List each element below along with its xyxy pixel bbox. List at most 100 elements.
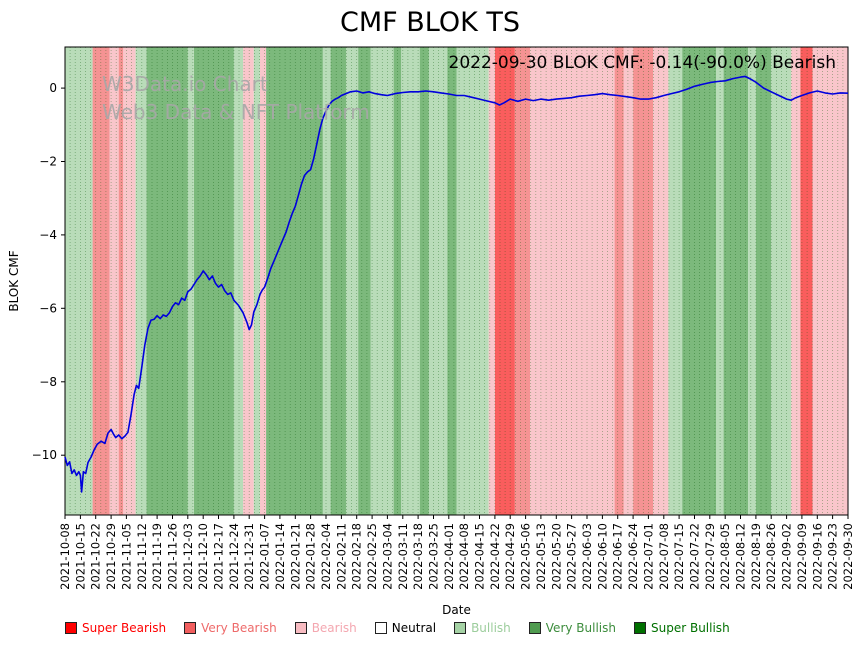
legend-label-very_bullish: Very Bullish — [545, 621, 616, 635]
y-tick-label: −6 — [39, 301, 57, 315]
x-tick-label: 2022-05-13 — [534, 523, 548, 590]
legend-swatch-super_bullish — [634, 622, 646, 634]
sentiment-band-super_bearish — [800, 47, 813, 515]
sentiment-band-bearish — [812, 47, 848, 515]
x-tick-label: 2021-11-26 — [166, 523, 180, 590]
sentiment-band-very_bearish — [92, 47, 110, 515]
x-tick-label: 2021-11-05 — [119, 523, 133, 590]
x-tick-label: 2021-12-24 — [227, 523, 241, 590]
x-tick-label: 2022-07-22 — [688, 523, 702, 590]
x-tick-label: 2022-09-23 — [826, 523, 840, 590]
legend-swatch-very_bearish — [184, 622, 197, 634]
x-tick-label: 2022-02-04 — [319, 523, 333, 590]
sentiment-band-bearish — [791, 47, 801, 515]
x-axis-label: Date — [442, 603, 471, 617]
sentiment-band-very_bearish — [614, 47, 624, 515]
x-tick-label: 2022-09-09 — [795, 523, 809, 590]
sentiment-band-very_bearish — [514, 47, 531, 515]
sentiment-band-very_bullish — [723, 47, 749, 515]
sentiment-band-bearish — [260, 47, 267, 515]
x-tick-label: 2022-02-11 — [334, 523, 348, 590]
sentiment-band-bearish — [123, 47, 136, 515]
legend: Super Bearish Very Bearish Bearish Neutral B… — [65, 621, 730, 635]
legend-item-bullish: Bullish — [454, 621, 511, 635]
legend-item-super_bearish: Super Bearish — [65, 621, 166, 635]
y-tick-label: −10 — [32, 448, 57, 462]
x-tick-label: 2022-01-21 — [288, 523, 302, 590]
sentiment-band-bullish — [456, 47, 489, 515]
sentiment-band-bullish — [346, 47, 359, 515]
sentiment-band-bearish — [109, 47, 119, 515]
x-tick-label: 2022-03-18 — [411, 523, 425, 590]
sentiment-band-bearish — [488, 47, 495, 515]
sentiment-band-bullish — [322, 47, 331, 515]
y-axis-label: BLOK CMF — [7, 250, 21, 312]
x-tick-label: 2022-06-17 — [611, 523, 625, 590]
legend-swatch-bearish — [294, 622, 307, 634]
x-tick-label: 2022-01-07 — [258, 523, 272, 590]
sentiment-band-bullish — [233, 47, 244, 515]
sentiment-band-bullish — [716, 47, 724, 515]
sentiment-band-bullish — [401, 47, 420, 515]
x-tick-label: 2022-01-28 — [304, 523, 318, 590]
x-tick-label: 2022-01-14 — [273, 523, 287, 590]
sentiment-band-bearish — [530, 47, 615, 515]
y-tick-label: −8 — [39, 375, 57, 389]
x-tick-label: 2022-07-29 — [703, 523, 717, 590]
legend-label-super_bearish: Super Bearish — [82, 621, 167, 635]
y-tick-label: 0 — [49, 81, 57, 95]
legend-label-super_bullish: Super Bullish — [651, 621, 730, 635]
legend-item-neutral: Neutral — [374, 621, 436, 635]
x-tick-label: 2022-05-20 — [549, 523, 563, 590]
sentiment-band-very_bullish — [447, 47, 457, 515]
x-tick-label: 2021-12-31 — [242, 523, 256, 590]
x-tick-label: 2022-04-01 — [442, 523, 456, 590]
x-tick-label: 2022-08-12 — [734, 523, 748, 590]
sentiment-band-very_bullish — [146, 47, 188, 515]
legend-label-bearish: Bearish — [311, 621, 357, 635]
x-tick-label: 2022-06-03 — [580, 523, 594, 590]
chart-title: CMF BLOK TS — [339, 7, 521, 38]
x-tick-label: 2021-10-15 — [73, 523, 87, 590]
legend-item-super_bullish: Super Bullish — [634, 621, 730, 635]
sentiment-band-bearish — [243, 47, 254, 515]
x-tick-label: 2022-04-15 — [473, 523, 487, 590]
sentiment-band-bullish — [65, 47, 93, 515]
sentiment-band-bullish — [135, 47, 147, 515]
x-tick-label: 2022-06-10 — [595, 523, 609, 590]
y-tick-label: −4 — [39, 228, 57, 242]
legend-swatch-bullish — [454, 622, 467, 634]
sentiment-band-very_bearish — [118, 47, 124, 515]
legend-swatch-neutral — [374, 622, 387, 634]
legend-swatch-super_bearish — [65, 622, 77, 634]
sentiment-band-bullish — [253, 47, 260, 515]
sentiment-band-very_bullish — [393, 47, 402, 515]
legend-label-bullish: Bullish — [471, 621, 511, 635]
x-tick-label: 2022-06-24 — [626, 523, 640, 590]
sentiment-band-super_bearish — [494, 47, 515, 515]
x-tick-label: 2022-09-02 — [780, 523, 794, 590]
x-tick-label: 2022-07-01 — [641, 523, 655, 590]
x-tick-label: 2022-08-05 — [718, 523, 732, 590]
sentiment-band-very_bullish — [266, 47, 323, 515]
x-tick-label: 2022-02-18 — [350, 523, 364, 590]
x-tick-label: 2021-11-12 — [135, 523, 149, 590]
sentiment-band-bearish — [653, 47, 669, 515]
x-tick-label: 2021-12-10 — [196, 523, 210, 590]
legend-label-very_bearish: Very Bearish — [201, 621, 277, 635]
x-tick-label: 2022-08-26 — [764, 523, 778, 590]
x-tick-label: 2022-08-19 — [749, 523, 763, 590]
y-tick-label: −2 — [39, 155, 57, 169]
sentiment-band-very_bullish — [755, 47, 772, 515]
sentiment-band-bullish — [668, 47, 683, 515]
sentiment-band-bullish — [748, 47, 756, 515]
sentiment-band-very_bullish — [330, 47, 346, 515]
x-tick-label: 2022-09-30 — [841, 523, 855, 590]
sentiment-band-bullish — [187, 47, 194, 515]
sentiment-band-very_bullish — [682, 47, 716, 515]
x-tick-label: 2022-03-04 — [380, 523, 394, 590]
sentiment-band-very_bearish — [633, 47, 654, 515]
legend-swatch-very_bullish — [528, 622, 541, 634]
x-tick-label: 2022-04-22 — [488, 523, 502, 590]
